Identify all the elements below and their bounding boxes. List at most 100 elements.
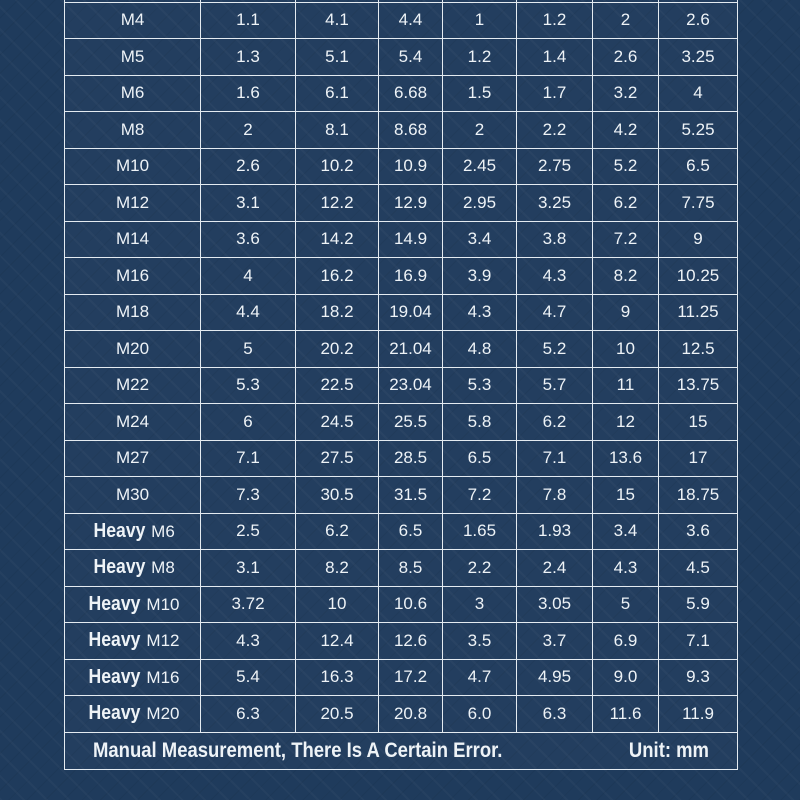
value-cell: 4.95 xyxy=(516,658,593,696)
table-row: M24 6 24.5 25.5 5.8 6.2 12 15 xyxy=(64,403,738,441)
value-cell: 7.1 xyxy=(658,622,738,660)
size-label: M12 xyxy=(146,631,180,651)
value-cell: 4.3 xyxy=(516,257,593,295)
value-cell: 1.2 xyxy=(516,1,593,39)
value-cell: 6.5 xyxy=(658,147,738,185)
value-cell: 1.3 xyxy=(200,38,296,76)
heavy-prefix-label: Heavy xyxy=(93,556,146,579)
value-cell: 27.5 xyxy=(295,439,379,477)
value-cell: 4.3 xyxy=(442,293,517,331)
heavy-prefix-label: Heavy xyxy=(89,592,141,615)
value-cell: 2 xyxy=(200,111,296,149)
value-cell: 18.2 xyxy=(295,293,379,331)
value-cell: 20.8 xyxy=(378,695,443,733)
spec-table: M4 1.1 4.1 4.4 1 1.2 2 2.6 M5 1.3 5.1 5.4 1.2 1.4 2.6 3… xyxy=(64,0,738,770)
value-cell: 12 xyxy=(592,403,659,441)
size-label-cell: Heavy M12 xyxy=(64,622,201,660)
size-label: M27 xyxy=(115,448,150,468)
value-cell: 3.25 xyxy=(516,184,593,222)
value-cell: 3.05 xyxy=(516,585,593,623)
size-label-cell: M12 xyxy=(64,184,201,222)
value-cell: 17 xyxy=(658,439,738,477)
value-cell: 4.5 xyxy=(658,549,738,587)
value-cell: 6.5 xyxy=(378,512,443,550)
value-cell: 4.3 xyxy=(200,622,296,660)
value-cell: 3.4 xyxy=(442,220,517,258)
size-label-cell: M8 xyxy=(64,111,201,149)
table-row: Heavy M10 3.72 10 10.6 3 3.05 5 5.9 xyxy=(64,585,738,623)
value-cell: 6.68 xyxy=(378,74,443,112)
value-cell: 8.68 xyxy=(378,111,443,149)
value-cell: 20.2 xyxy=(295,330,379,368)
value-cell: 25.5 xyxy=(378,403,443,441)
table-row: M30 7.3 30.5 31.5 7.2 7.8 15 18.75 xyxy=(64,476,738,514)
value-cell: 7.1 xyxy=(200,439,296,477)
value-cell: 3.6 xyxy=(658,512,738,550)
value-cell: 3.25 xyxy=(658,38,738,76)
heavy-prefix-label: Heavy xyxy=(89,702,141,725)
table-footer: Manual Measurement, There Is A Certain E… xyxy=(64,731,738,770)
size-label: M20 xyxy=(115,338,150,358)
table-row: M14 3.6 14.2 14.9 3.4 3.8 7.2 9 xyxy=(64,220,738,258)
value-cell: 1.7 xyxy=(516,74,593,112)
value-cell: 5.1 xyxy=(295,38,379,76)
value-cell: 14.9 xyxy=(378,220,443,258)
size-label: M18 xyxy=(115,302,150,322)
value-cell: 11.25 xyxy=(658,293,738,331)
value-cell: 12.6 xyxy=(378,622,443,660)
value-cell: 22.5 xyxy=(295,366,379,404)
table-row: M20 5 20.2 21.04 4.8 5.2 10 12.5 xyxy=(64,330,738,368)
table-row: M12 3.1 12.2 12.9 2.95 3.25 6.2 7.75 xyxy=(64,184,738,222)
value-cell: 6.2 xyxy=(295,512,379,550)
value-cell: 2.6 xyxy=(658,1,738,39)
value-cell: 15 xyxy=(592,476,659,514)
value-cell: 11 xyxy=(592,366,659,404)
value-cell: 6.9 xyxy=(592,622,659,660)
heavy-prefix-label: Heavy xyxy=(93,519,146,542)
value-cell: 3.72 xyxy=(200,585,296,623)
value-cell: 2.2 xyxy=(442,549,517,587)
value-cell: 7.2 xyxy=(442,476,517,514)
size-label-cell: Heavy M20 xyxy=(64,695,201,733)
value-cell: 1.4 xyxy=(516,38,593,76)
table-row: M27 7.1 27.5 28.5 6.5 7.1 13.6 17 xyxy=(64,439,738,477)
size-label-cell: M6 xyxy=(64,74,201,112)
value-cell: 6.2 xyxy=(516,403,593,441)
size-label: M22 xyxy=(115,375,150,395)
value-cell: 5.4 xyxy=(378,38,443,76)
value-cell: 11.9 xyxy=(658,695,738,733)
value-cell: 2 xyxy=(442,111,517,149)
size-label-cell: M30 xyxy=(64,476,201,514)
table-row: M4 1.1 4.1 4.4 1 1.2 2 2.6 xyxy=(64,1,738,39)
size-label-cell: Heavy M6 xyxy=(64,512,201,550)
size-label: M14 xyxy=(115,229,150,249)
value-cell: 20.5 xyxy=(295,695,379,733)
value-cell: 12.4 xyxy=(295,622,379,660)
value-cell: 7.8 xyxy=(516,476,593,514)
value-cell: 13.6 xyxy=(592,439,659,477)
value-cell: 3.8 xyxy=(516,220,593,258)
value-cell: 4.8 xyxy=(442,330,517,368)
value-cell: 5.9 xyxy=(658,585,738,623)
value-cell: 11.6 xyxy=(592,695,659,733)
value-cell: 3.9 xyxy=(442,257,517,295)
table-row: M5 1.3 5.1 5.4 1.2 1.4 2.6 3.25 xyxy=(64,38,738,76)
value-cell: 7.3 xyxy=(200,476,296,514)
table-row: Heavy M16 5.4 16.3 17.2 4.7 4.95 9.0 9.3 xyxy=(64,658,738,696)
table-row: Heavy M8 3.1 8.2 8.5 2.2 2.4 4.3 4.5 xyxy=(64,549,738,587)
size-label: M8 xyxy=(120,119,145,139)
size-label: M8 xyxy=(151,558,175,578)
value-cell: 5.2 xyxy=(516,330,593,368)
size-label-cell: M18 xyxy=(64,293,201,331)
value-cell: 7.75 xyxy=(658,184,738,222)
size-label: M6 xyxy=(120,83,145,103)
value-cell: 9 xyxy=(658,220,738,258)
value-cell: 3.7 xyxy=(516,622,593,660)
footer-unit: Unit: mm xyxy=(628,738,709,762)
value-cell: 3.1 xyxy=(200,184,296,222)
value-cell: 31.5 xyxy=(378,476,443,514)
heavy-prefix-label: Heavy xyxy=(89,629,141,652)
value-cell: 3.2 xyxy=(592,74,659,112)
size-label: M10 xyxy=(115,156,150,176)
value-cell: 3.4 xyxy=(592,512,659,550)
